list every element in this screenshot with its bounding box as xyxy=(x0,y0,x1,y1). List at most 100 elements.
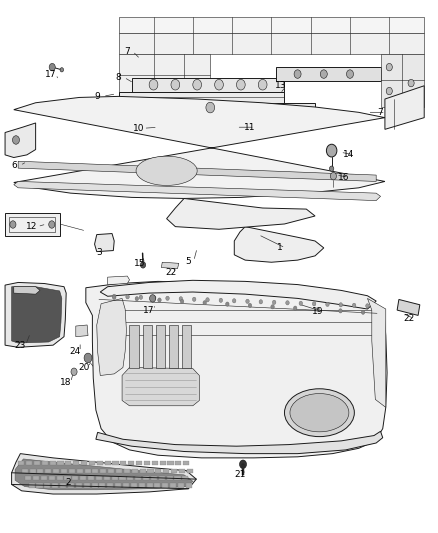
Circle shape xyxy=(299,301,303,305)
Bar xyxy=(42,461,48,465)
Text: 10: 10 xyxy=(132,124,144,133)
Circle shape xyxy=(339,309,342,313)
Circle shape xyxy=(71,368,77,375)
Bar xyxy=(34,461,40,465)
Bar xyxy=(127,476,134,480)
Circle shape xyxy=(152,296,156,300)
Bar xyxy=(123,483,129,488)
Bar xyxy=(37,469,43,473)
Bar xyxy=(116,469,122,473)
Bar xyxy=(29,469,35,473)
Circle shape xyxy=(339,303,343,307)
Circle shape xyxy=(258,79,267,90)
Circle shape xyxy=(139,295,143,300)
Circle shape xyxy=(10,221,16,228)
Bar xyxy=(49,476,55,480)
Circle shape xyxy=(150,295,155,302)
Bar xyxy=(81,461,87,465)
Text: 24: 24 xyxy=(69,347,81,356)
Polygon shape xyxy=(5,123,35,158)
Bar xyxy=(61,469,67,473)
Polygon shape xyxy=(228,103,315,112)
Bar xyxy=(159,476,165,480)
Circle shape xyxy=(149,79,158,90)
Polygon shape xyxy=(5,282,66,348)
Bar xyxy=(52,483,58,488)
Bar xyxy=(36,483,42,488)
Bar xyxy=(147,483,152,488)
Bar xyxy=(88,476,94,480)
Polygon shape xyxy=(385,86,424,130)
Bar xyxy=(163,469,169,473)
Circle shape xyxy=(259,300,262,304)
Bar xyxy=(68,483,74,488)
Bar xyxy=(96,476,102,480)
Circle shape xyxy=(193,79,201,90)
Circle shape xyxy=(166,296,169,301)
Polygon shape xyxy=(122,368,199,406)
Circle shape xyxy=(215,79,223,90)
Bar xyxy=(108,469,114,473)
Polygon shape xyxy=(15,459,193,490)
Bar xyxy=(100,469,106,473)
Text: 13: 13 xyxy=(275,81,287,90)
Bar xyxy=(144,461,150,465)
Circle shape xyxy=(293,306,297,310)
Bar xyxy=(73,461,79,465)
Bar xyxy=(155,469,161,473)
Polygon shape xyxy=(86,281,387,458)
Text: 21: 21 xyxy=(234,471,246,479)
Bar xyxy=(136,461,142,465)
Bar xyxy=(26,461,32,465)
Polygon shape xyxy=(119,17,424,33)
Text: 1: 1 xyxy=(277,244,283,253)
Bar xyxy=(178,483,184,488)
Polygon shape xyxy=(397,300,420,316)
Polygon shape xyxy=(95,233,114,252)
Circle shape xyxy=(141,262,146,268)
Bar xyxy=(89,461,95,465)
Circle shape xyxy=(329,166,334,171)
Bar xyxy=(99,483,106,488)
Bar xyxy=(77,469,83,473)
Circle shape xyxy=(237,79,245,90)
Bar xyxy=(183,461,189,465)
Circle shape xyxy=(206,102,215,113)
Bar xyxy=(124,469,130,473)
Polygon shape xyxy=(367,298,386,407)
Polygon shape xyxy=(161,262,179,269)
Circle shape xyxy=(219,298,223,302)
Circle shape xyxy=(346,70,353,78)
Bar xyxy=(72,476,78,480)
Circle shape xyxy=(113,294,116,298)
Bar xyxy=(170,483,176,488)
Polygon shape xyxy=(18,161,376,181)
Text: 9: 9 xyxy=(95,92,100,101)
Bar xyxy=(175,461,181,465)
Circle shape xyxy=(226,302,229,306)
Bar xyxy=(139,483,145,488)
Bar xyxy=(21,469,28,473)
Circle shape xyxy=(206,297,209,302)
Circle shape xyxy=(60,68,64,72)
Bar xyxy=(104,476,110,480)
Circle shape xyxy=(326,144,337,157)
Bar xyxy=(179,469,185,473)
Text: 16: 16 xyxy=(338,173,349,182)
Polygon shape xyxy=(182,325,191,368)
Text: 22: 22 xyxy=(166,269,177,277)
Bar xyxy=(112,476,118,480)
Text: 17: 17 xyxy=(45,70,57,78)
Bar xyxy=(131,483,137,488)
Text: 19: 19 xyxy=(312,307,323,316)
Text: 2: 2 xyxy=(66,478,71,487)
Polygon shape xyxy=(130,325,139,368)
Polygon shape xyxy=(234,227,324,262)
Bar xyxy=(97,461,103,465)
Bar xyxy=(49,461,56,465)
Polygon shape xyxy=(12,454,196,494)
Polygon shape xyxy=(119,103,228,112)
Text: 8: 8 xyxy=(116,72,121,82)
Polygon shape xyxy=(155,325,165,368)
Text: 3: 3 xyxy=(96,248,102,257)
